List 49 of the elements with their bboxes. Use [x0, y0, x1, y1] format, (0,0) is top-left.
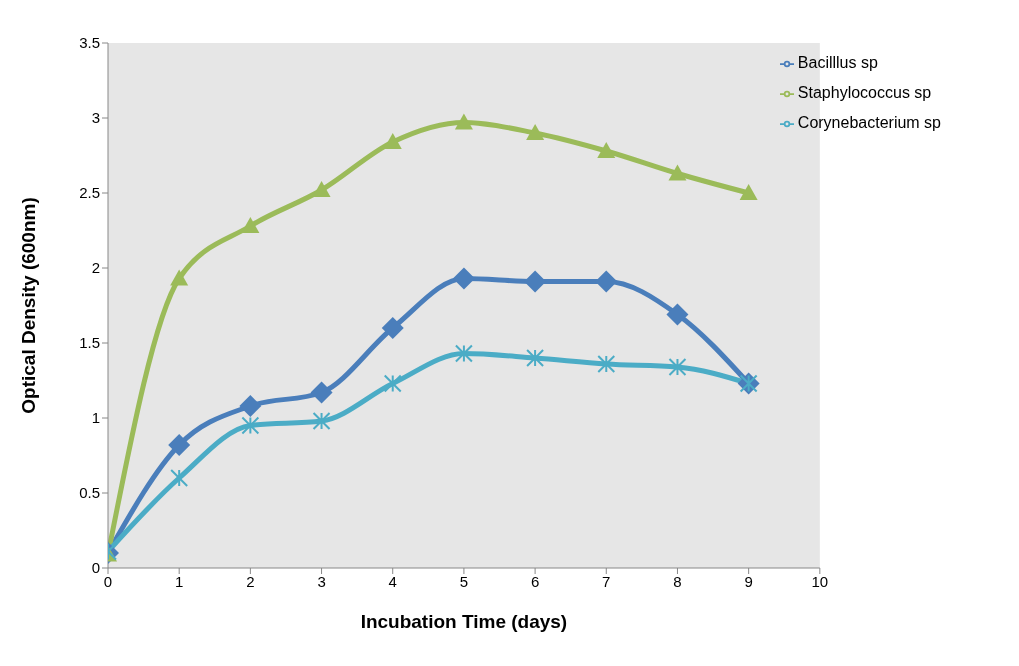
point — [381, 317, 404, 339]
point — [312, 181, 331, 197]
y-tick-label: 0.5 — [79, 484, 100, 502]
legend-label: Corynebacterium sp — [797, 114, 941, 131]
x-tick-label: 7 — [602, 572, 611, 590]
point — [310, 381, 333, 404]
y-tick-label: 1.5 — [79, 334, 100, 352]
point — [668, 164, 687, 181]
legend-label: Bacilllus sp — [797, 54, 878, 71]
x-tick-label: 8 — [673, 572, 682, 590]
x-tick-label: 10 — [811, 572, 829, 590]
point — [239, 395, 262, 417]
point — [597, 142, 616, 158]
y-tick-label: 2.5 — [79, 184, 100, 202]
point — [524, 270, 547, 293]
point — [666, 303, 689, 326]
x-tick-label: 5 — [459, 572, 469, 590]
point — [526, 124, 545, 140]
y-tick-label: 0 — [91, 559, 100, 577]
y-tick-label: 3 — [91, 109, 100, 127]
point — [668, 358, 687, 376]
point — [170, 469, 189, 487]
y-tick-label: 1 — [91, 409, 100, 427]
y-tick-label: 3.5 — [79, 34, 100, 52]
x-tick-label: 6 — [530, 572, 540, 590]
point — [597, 355, 616, 373]
x-tick-label: 3 — [317, 572, 326, 590]
point — [452, 267, 475, 290]
x-tick-label: 4 — [388, 572, 397, 590]
y-tick-label: 2 — [91, 259, 100, 277]
point — [168, 434, 191, 456]
x-tick-label: 2 — [246, 572, 255, 590]
point — [526, 349, 545, 367]
x-tick-label: 1 — [175, 572, 184, 590]
point — [170, 269, 189, 286]
legend-label: Staphylococcus sp — [797, 84, 932, 101]
point — [739, 184, 758, 200]
point — [383, 374, 402, 393]
point — [312, 412, 331, 430]
point — [241, 217, 260, 233]
point — [241, 416, 260, 435]
point — [383, 133, 402, 149]
x-tick-label: 9 — [744, 572, 753, 590]
point — [595, 270, 618, 293]
x-tick-label: 0 — [103, 572, 113, 590]
point — [454, 344, 473, 363]
y-axis-title: Optical Density (600nm) — [17, 197, 39, 414]
point — [454, 113, 473, 130]
x-axis-title: Incubation Time (days) — [360, 611, 568, 632]
